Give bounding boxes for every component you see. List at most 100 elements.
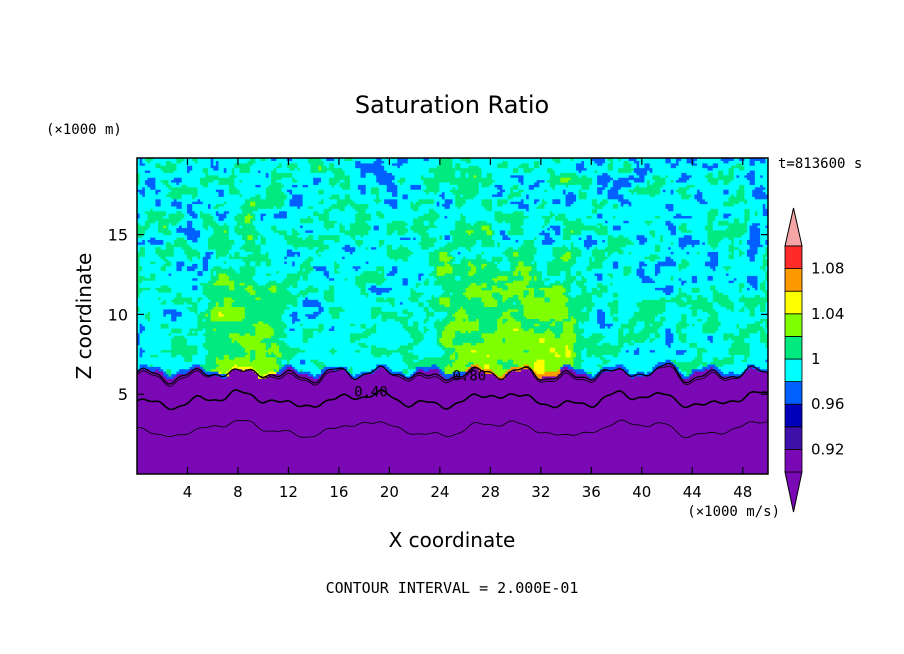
- field-cell: [515, 318, 540, 322]
- field-cell: [733, 167, 740, 171]
- field-cell: [491, 277, 509, 281]
- field-cell: [565, 184, 569, 188]
- field-cell: [691, 289, 701, 293]
- field-cell: [234, 217, 246, 221]
- field-cell: [268, 351, 272, 355]
- field-cell: [229, 251, 235, 255]
- field-cell: [681, 222, 688, 226]
- field-cell: [612, 275, 640, 279]
- field-cell: [570, 241, 575, 245]
- field-cell: [441, 191, 446, 195]
- field-cell: [597, 198, 603, 202]
- field-cell: [192, 222, 204, 226]
- field-cell: [349, 225, 372, 229]
- field-cell: [560, 272, 567, 276]
- field-cell: [186, 220, 193, 224]
- field-cell: [218, 167, 225, 171]
- field-cell: [428, 272, 438, 276]
- field-cell: [494, 179, 519, 183]
- field-cell: [239, 332, 246, 336]
- field-cell: [749, 311, 756, 315]
- field-cell: [226, 169, 233, 173]
- field-cell: [428, 327, 438, 331]
- field-cell: [368, 222, 388, 226]
- field-cell: [171, 184, 183, 188]
- field-cell: [512, 210, 525, 214]
- field-cell: [197, 323, 254, 327]
- field-cell: [226, 213, 238, 217]
- field-cell: [236, 186, 267, 190]
- field-cell: [583, 275, 598, 279]
- field-cell: [565, 191, 569, 195]
- field-cell: [536, 205, 546, 209]
- field-cell: [252, 215, 256, 219]
- field-cell: [594, 169, 598, 173]
- field-cell: [286, 162, 298, 166]
- field-cell: [384, 270, 390, 274]
- field-cell: [436, 277, 456, 281]
- field-cell: [523, 306, 569, 310]
- field-cell: [389, 289, 412, 293]
- field-cell: [544, 371, 561, 375]
- field-cell: [137, 349, 141, 353]
- field-cell: [681, 280, 688, 284]
- field-cell: [436, 327, 446, 331]
- field-cell: [673, 289, 680, 293]
- field-cell: [523, 289, 530, 293]
- field-cell: [242, 234, 249, 238]
- field-cell: [260, 246, 296, 250]
- field-cell: [137, 435, 768, 439]
- field-cell: [681, 260, 690, 264]
- field-cell: [302, 277, 309, 281]
- field-cell: [357, 342, 367, 346]
- field-cell: [213, 232, 230, 236]
- field-cell: [202, 258, 209, 262]
- field-cell: [163, 241, 167, 245]
- field-cell: [255, 332, 275, 336]
- field-cell: [139, 354, 143, 358]
- field-cell: [547, 169, 556, 173]
- field-cell: [334, 347, 372, 351]
- field-cell: [252, 162, 280, 166]
- field-cell: [591, 289, 609, 293]
- field-cell: [171, 201, 183, 205]
- field-cell: [739, 174, 745, 178]
- field-cell: [681, 174, 693, 178]
- field-cell: [723, 160, 730, 164]
- field-cell: [218, 179, 235, 183]
- field-cell: [712, 294, 730, 298]
- field-cell: [494, 213, 525, 217]
- field-cell: [158, 191, 170, 195]
- field-cell: [179, 225, 183, 229]
- field-cell: [491, 174, 511, 178]
- field-cell: [712, 220, 719, 224]
- field-cell: [744, 220, 748, 224]
- field-cell: [736, 277, 748, 281]
- field-cell: [323, 371, 348, 375]
- field-cell: [733, 306, 743, 310]
- field-cell: [423, 189, 440, 193]
- field-cell: [292, 366, 296, 370]
- field-cell: [746, 306, 756, 310]
- field-cell: [670, 158, 677, 161]
- field-cell: [168, 284, 193, 288]
- field-cell: [234, 165, 251, 169]
- field-cell: [505, 189, 511, 193]
- field-cell: [586, 215, 593, 219]
- field-cell: [318, 366, 325, 370]
- field-cell: [273, 330, 285, 334]
- field-cell: [731, 165, 745, 169]
- field-cell: [694, 371, 719, 375]
- field-cell: [281, 189, 288, 193]
- field-cell: [339, 270, 364, 274]
- field-cell: [386, 246, 393, 250]
- field-cell: [326, 268, 335, 272]
- field-cell: [137, 356, 185, 360]
- field-cell: [723, 203, 735, 207]
- field-cell: [229, 210, 243, 214]
- field-cell: [491, 237, 504, 240]
- field-cell: [633, 330, 640, 334]
- field-cell: [586, 191, 598, 195]
- field-cell: [468, 174, 475, 178]
- field-cell: [286, 213, 314, 217]
